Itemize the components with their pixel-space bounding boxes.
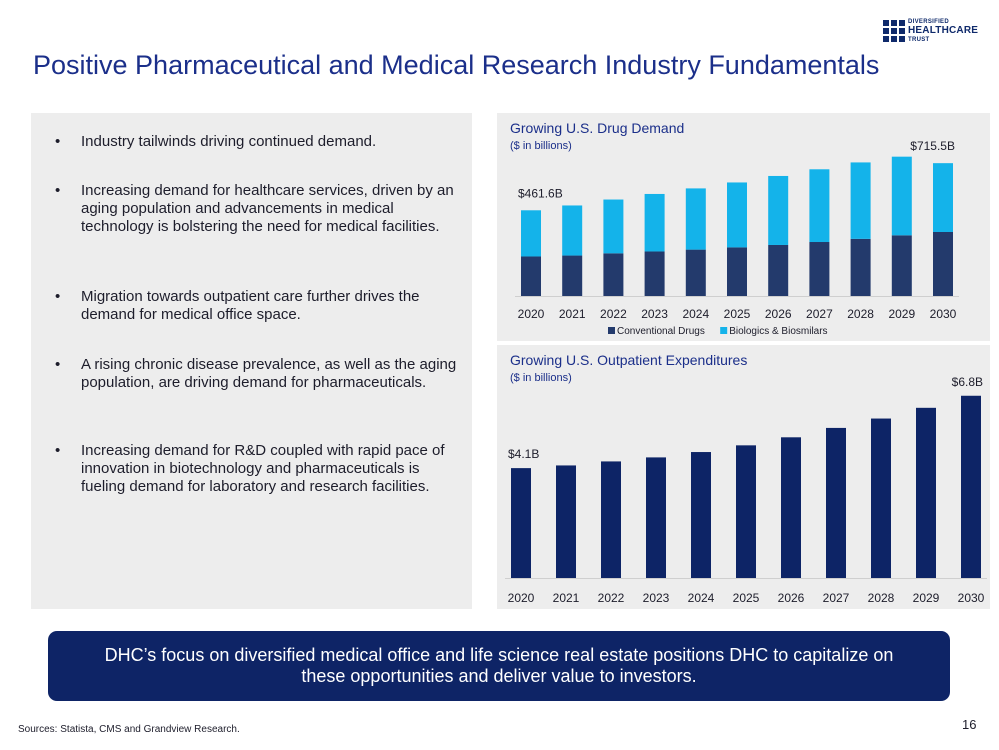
logo-line-3: TRUST (908, 37, 930, 43)
bullet-text: Increasing demand for healthcare service… (81, 182, 454, 235)
chart-title: Growing U.S. Outpatient Expenditures (510, 352, 747, 368)
page-number: 16 (962, 717, 977, 732)
logo-line-2: HEALTHCARE (908, 25, 979, 36)
bar-conventional-drugs-2030 (933, 231, 953, 296)
sources-footnote: Sources: Statista, CMS and Grandview Res… (18, 724, 240, 735)
x-tick-label: 2022 (600, 307, 627, 321)
legend-swatch (608, 327, 615, 334)
bar-conventional-drugs-2024 (685, 249, 706, 296)
company-logo: DIVERSIFIED HEALTHCARE TRUST (883, 18, 983, 48)
x-tick-label: 2024 (688, 591, 715, 605)
data-label: $6.8B (952, 375, 983, 389)
x-tick-label: 2026 (765, 307, 792, 321)
x-tick-label: 2022 (598, 591, 625, 605)
bar-outpatient-expenditures-2027 (826, 427, 846, 578)
bar-outpatient-expenditures-2030 (961, 395, 981, 578)
bullet-marker: • (55, 442, 61, 459)
page-title: Positive Pharmaceutical and Medical Rese… (33, 50, 880, 80)
drug-demand-chart: Growing U.S. Drug Demand ($ in billions) 2… (510, 120, 959, 337)
bar-conventional-drugs-2029 (891, 235, 912, 296)
outpatient-chart-panel: Growing U.S. Outpatient Expenditures ($ i… (497, 345, 990, 609)
bar-biologics-biosmilars-2025 (727, 182, 747, 248)
x-tick-label: 2025 (733, 591, 760, 605)
x-tick-label: 2025 (724, 307, 751, 321)
bar-conventional-drugs-2020 (521, 256, 541, 296)
bar-conventional-drugs-2025 (727, 247, 747, 296)
bullet-text: Increasing demand for R&D coupled with r… (81, 442, 445, 495)
summary-banner-text: DHC’s focus on diversified medical offic… (104, 645, 894, 686)
x-tick-label: 2020 (518, 307, 545, 321)
x-tick-label: 2023 (643, 591, 670, 605)
bullet-item: • Increasing demand for healthcare servi… (55, 182, 460, 236)
legend-swatch (720, 327, 728, 334)
bullet-item: • A rising chronic disease prevalence, a… (55, 356, 460, 392)
bar-conventional-drugs-2028 (850, 238, 871, 296)
bar-outpatient-expenditures-2023 (646, 457, 666, 578)
x-tick-label: 2026 (778, 591, 805, 605)
bar-biologics-biosmilars-2030 (933, 163, 953, 232)
x-tick-label: 2027 (806, 307, 833, 321)
chart-subtitle: ($ in billions) (510, 372, 572, 384)
bar-biologics-biosmilars-2022 (603, 199, 624, 254)
x-tick-label: 2024 (682, 307, 709, 321)
bar-biologics-biosmilars-2020 (521, 210, 541, 257)
bar-outpatient-expenditures-2022 (601, 461, 621, 578)
bar-outpatient-expenditures-2024 (691, 452, 711, 578)
summary-banner: DHC’s focus on diversified medical offic… (48, 631, 950, 701)
bullet-item: • Industry tailwinds driving continued d… (55, 133, 460, 151)
bullet-text: Migration towards outpatient care furthe… (81, 288, 420, 323)
bar-conventional-drugs-2026 (768, 244, 789, 296)
x-tick-label: 2021 (559, 307, 586, 321)
x-tick-label: 2030 (958, 591, 985, 605)
bar-biologics-biosmilars-2024 (685, 188, 706, 250)
bar-outpatient-expenditures-2020 (511, 468, 531, 578)
bar-outpatient-expenditures-2029 (916, 407, 936, 578)
x-tick-label: 2027 (823, 591, 850, 605)
logo-line-1: DIVERSIFIED (908, 19, 949, 25)
chart-title: Growing U.S. Drug Demand (510, 120, 684, 136)
data-label: $461.6B (518, 186, 563, 200)
bullet-marker: • (55, 182, 61, 199)
bar-conventional-drugs-2022 (603, 253, 624, 296)
data-label: $4.1B (508, 447, 539, 461)
chart-subtitle: ($ in billions) (510, 140, 572, 152)
x-tick-label: 2029 (888, 307, 915, 321)
drug-demand-chart-panel: Growing U.S. Drug Demand ($ in billions) 2… (497, 113, 990, 341)
bar-biologics-biosmilars-2023 (644, 193, 665, 252)
bar-conventional-drugs-2021 (562, 255, 583, 296)
x-tick-label: 2028 (847, 307, 874, 321)
x-tick-label: 2030 (930, 307, 957, 321)
x-tick-label: 2028 (868, 591, 895, 605)
bar-outpatient-expenditures-2021 (556, 465, 576, 578)
x-tick-label: 2021 (553, 591, 580, 605)
bullet-panel: • Industry tailwinds driving continued d… (31, 113, 472, 609)
x-tick-label: 2023 (641, 307, 668, 321)
bullet-text: Industry tailwinds driving continued dem… (81, 133, 377, 150)
logo-grid-icon (883, 20, 905, 42)
bar-biologics-biosmilars-2029 (891, 156, 912, 236)
bullet-marker: • (55, 356, 61, 373)
bar-outpatient-expenditures-2028 (871, 418, 891, 578)
outpatient-expenditures-chart: Growing U.S. Outpatient Expenditures ($ i… (505, 352, 987, 605)
bar-biologics-biosmilars-2021 (562, 205, 583, 256)
bar-biologics-biosmilars-2028 (850, 162, 871, 239)
logo-wordmark: DIVERSIFIED HEALTHCARE TRUST (908, 18, 978, 43)
bullet-item: • Increasing demand for R&D coupled with… (55, 442, 460, 496)
bullet-text: A rising chronic disease prevalence, as … (81, 356, 457, 391)
bar-outpatient-expenditures-2026 (781, 437, 801, 578)
x-tick-label: 2029 (913, 591, 940, 605)
x-tick-label: 2020 (508, 591, 535, 605)
bullet-marker: • (55, 133, 61, 150)
legend-label: Biologics & Biosmilars (729, 326, 827, 337)
bullet-marker: • (55, 288, 61, 305)
data-label: $715.5B (910, 139, 955, 153)
bar-conventional-drugs-2023 (644, 251, 665, 296)
legend-label: Conventional Drugs (617, 326, 705, 337)
bar-biologics-biosmilars-2026 (768, 175, 789, 245)
bar-biologics-biosmilars-2027 (809, 169, 830, 243)
bar-conventional-drugs-2027 (809, 242, 830, 296)
bullet-item: • Migration towards outpatient care furt… (55, 288, 460, 324)
bar-outpatient-expenditures-2025 (736, 445, 756, 578)
